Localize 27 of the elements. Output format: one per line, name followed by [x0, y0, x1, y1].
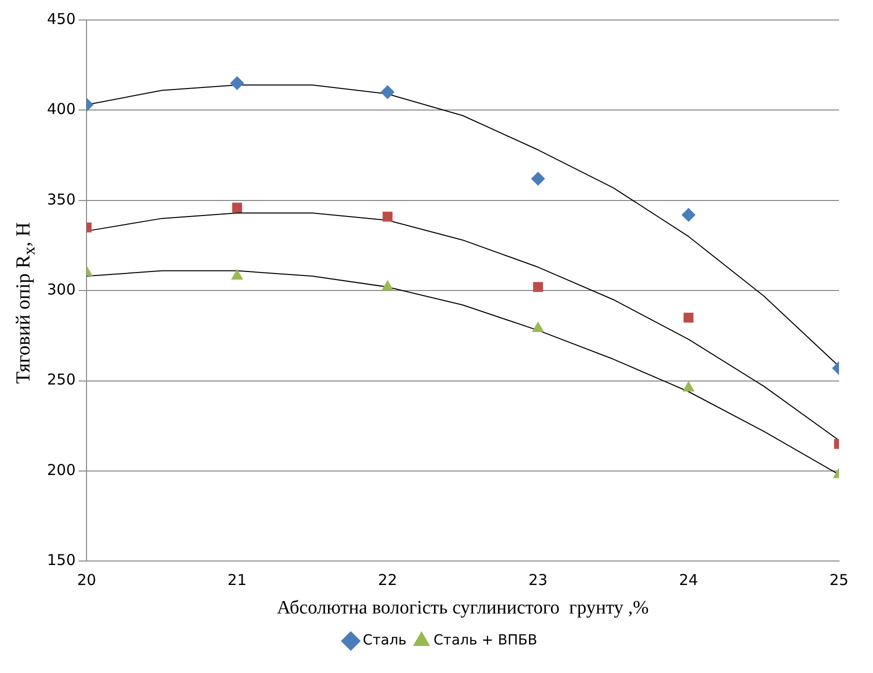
point: [532, 321, 544, 332]
point: [382, 212, 393, 222]
y-tick-label: 450: [46, 10, 76, 28]
x-tick-label: 21: [228, 571, 247, 590]
y-tick-label: 400: [46, 100, 76, 118]
x-axis-title: Абсолютна вологість суглинистого грунту ,%: [276, 598, 649, 619]
point: [230, 76, 244, 90]
x-tick-label: 22: [378, 571, 398, 590]
point: [684, 312, 694, 323]
legend-label: Сталь + ВПБВ: [434, 632, 538, 649]
x-tick-label: 23: [528, 571, 548, 590]
point: [231, 269, 244, 280]
y-tick-label: 350: [46, 190, 76, 208]
x-tick-label: 24: [678, 571, 698, 590]
y-tick-label: 300: [46, 280, 76, 298]
x-tick-label: 20: [77, 571, 96, 590]
legend-label: Сталь: [362, 632, 407, 649]
point: [531, 172, 546, 186]
point: [533, 282, 543, 292]
point: [682, 381, 695, 392]
y-tick-label: 200: [46, 460, 76, 479]
y-tick-label: 150: [46, 551, 76, 570]
x-tick-label: 25: [829, 571, 849, 590]
y-tick-label: 250: [46, 370, 76, 389]
point: [232, 202, 242, 213]
point: [382, 280, 394, 290]
point: [380, 85, 395, 100]
